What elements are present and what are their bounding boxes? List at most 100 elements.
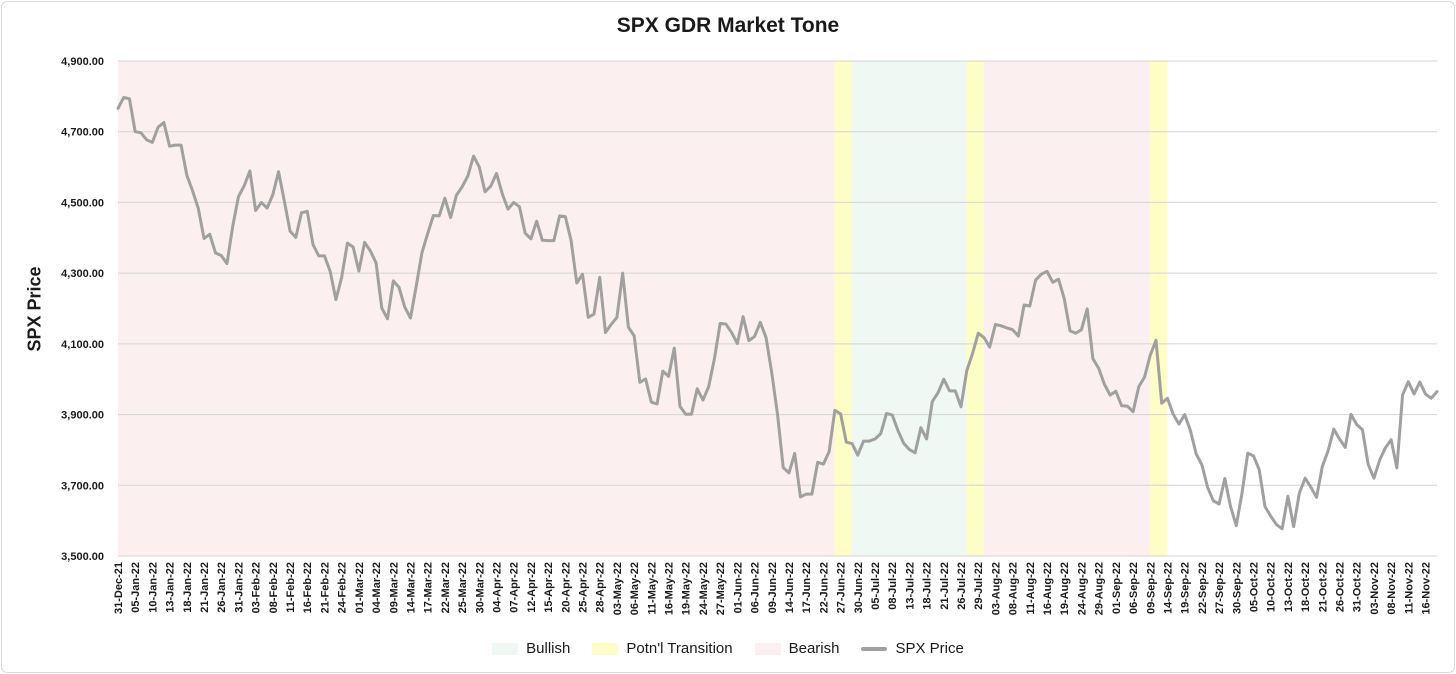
y-tick-label: 3,900.00 xyxy=(61,410,104,422)
x-tick-label: 22-Mar-22 xyxy=(440,562,452,613)
x-tick-label: 27-Jun-22 xyxy=(836,562,848,613)
x-tick-label: 31-Dec-21 xyxy=(113,562,125,614)
y-tick-label: 4,500.00 xyxy=(61,197,104,209)
regime-backgrounds xyxy=(118,61,1168,556)
x-tick-label: 05-Jan-22 xyxy=(130,562,142,613)
x-tick-label: 16-Aug-22 xyxy=(1042,562,1054,615)
legend-label-bearish: Bearish xyxy=(788,640,840,657)
legend-label-bullish: Bullish xyxy=(526,640,571,657)
x-tick-label: 03-Feb-22 xyxy=(251,562,263,613)
y-tick-label: 4,300.00 xyxy=(61,268,104,280)
x-tick-label: 01-Sep-22 xyxy=(1111,562,1123,614)
x-tick-label: 08-Aug-22 xyxy=(1008,562,1020,615)
x-tick-labels: 31-Dec-21 05-Jan-22 10-Jan-22 13-Jan-22 18-J… xyxy=(113,562,1433,615)
regime-band-potn-l-transition-3 xyxy=(966,61,984,556)
x-tick-label: 09-Mar-22 xyxy=(388,562,400,613)
x-tick-label: 16-May-22 xyxy=(664,562,676,615)
x-tick-label: 11-Nov-22 xyxy=(1403,562,1415,614)
x-tick-label: 06-Sep-22 xyxy=(1128,562,1140,614)
x-tick-label: 22-Jun-22 xyxy=(818,562,830,613)
x-tick-label: 11-Feb-22 xyxy=(285,562,297,613)
series-line-spx-price xyxy=(116,95,1439,531)
x-tick-label: 18-Jul-22 xyxy=(922,562,934,610)
x-tick-label: 14-Jun-22 xyxy=(784,562,796,613)
x-tick-label: 26-Jan-22 xyxy=(216,562,228,613)
x-tick-label: 13-Jul-22 xyxy=(904,562,916,610)
x-tick-label: 14-Sep-22 xyxy=(1162,562,1174,614)
x-tick-label: 08-Nov-22 xyxy=(1386,562,1398,615)
y-tick-label: 4,100.00 xyxy=(61,339,104,351)
x-tick-label: 22-Sep-22 xyxy=(1197,562,1209,614)
legend: Bullish Potn'l Transition Bearish SPX Pr… xyxy=(0,640,1456,657)
x-tick-label: 01-Mar-22 xyxy=(354,562,366,613)
chart-title: SPX GDR Market Tone xyxy=(616,14,840,37)
series-group xyxy=(116,95,1439,531)
x-tick-label: 06-May-22 xyxy=(629,562,641,615)
x-tick-label: 16-Nov-22 xyxy=(1421,562,1433,615)
x-tick-label: 01-Jun-22 xyxy=(732,562,744,613)
x-tick-label: 26-Jul-22 xyxy=(956,562,968,610)
legend-label-transition: Potn'l Transition xyxy=(626,640,733,657)
y-tick-label: 4,900.00 xyxy=(61,56,104,68)
x-tick-label: 10-Oct-22 xyxy=(1266,562,1278,612)
x-tick-label: 16-Feb-22 xyxy=(302,562,314,613)
x-tick-label: 26-Oct-22 xyxy=(1335,562,1347,612)
legend-swatch-bearish xyxy=(754,642,781,655)
x-tick-label: 30-Jun-22 xyxy=(853,562,865,613)
x-tick-label: 20-Apr-22 xyxy=(560,562,572,613)
x-tick-label: 11-May-22 xyxy=(646,562,658,615)
x-tick-label: 21-Jul-22 xyxy=(939,562,951,610)
x-tick-label: 31-Oct-22 xyxy=(1352,562,1364,612)
x-tick-label: 18-Jan-22 xyxy=(182,562,194,613)
legend-item-bearish: Bearish xyxy=(754,640,840,657)
x-tick-label: 04-Mar-22 xyxy=(371,562,383,613)
x-tick-label: 21-Oct-22 xyxy=(1317,562,1329,612)
x-tick-label: 13-Oct-22 xyxy=(1283,562,1295,612)
legend-swatch-transition xyxy=(592,642,619,655)
x-tick-label: 17-Mar-22 xyxy=(423,562,435,613)
x-tick-label: 24-Feb-22 xyxy=(337,562,349,613)
x-tick-label: 31-Jan-22 xyxy=(233,562,245,613)
y-tick-label: 3,700.00 xyxy=(61,480,104,492)
x-tick-label: 24-May-22 xyxy=(698,562,710,615)
x-tick-label: 18-Oct-22 xyxy=(1300,562,1312,612)
x-tick-label: 28-Apr-22 xyxy=(595,562,607,613)
x-tick-label: 04-Apr-22 xyxy=(491,562,503,613)
x-tick-label: 29-Aug-22 xyxy=(1094,562,1106,615)
x-tick-label: 21-Jan-22 xyxy=(199,562,211,613)
x-tick-label: 05-Oct-22 xyxy=(1248,562,1260,612)
x-tick-label: 10-Jan-22 xyxy=(147,562,159,613)
x-tick-label: 19-May-22 xyxy=(681,562,693,615)
y-tick-label: 4,700.00 xyxy=(61,127,104,139)
x-tick-label: 14-Mar-22 xyxy=(405,562,417,613)
y-tick-labels: 3,500.00 3,700.00 3,900.00 4,100.00 4,300.00… xyxy=(61,56,104,563)
x-tick-label: 09-Sep-22 xyxy=(1145,562,1157,614)
legend-label-spx-price: SPX Price xyxy=(895,640,964,657)
x-tick-label: 11-Aug-22 xyxy=(1025,562,1037,615)
legend-item-spx-price: SPX Price xyxy=(861,640,964,657)
x-tick-label: 17-Jun-22 xyxy=(801,562,813,613)
x-tick-label: 15-Apr-22 xyxy=(543,562,555,613)
x-tick-label: 30-Sep-22 xyxy=(1231,562,1243,614)
x-tick-label: 21-Feb-22 xyxy=(319,562,331,613)
legend-swatch-bullish xyxy=(492,642,519,655)
x-tick-label: 03-May-22 xyxy=(612,562,624,615)
y-tick-label: 3,500.00 xyxy=(61,551,104,563)
x-tick-label: 08-Jul-22 xyxy=(887,562,899,610)
x-tick-label: 25-Mar-22 xyxy=(457,562,469,613)
x-tick-label: 03-Nov-22 xyxy=(1369,562,1381,615)
x-tick-label: 06-Jun-22 xyxy=(750,562,762,613)
x-tick-label: 27-Sep-22 xyxy=(1214,562,1226,614)
x-tick-label: 29-Jul-22 xyxy=(973,562,985,610)
x-tick-label: 30-Mar-22 xyxy=(474,562,486,613)
legend-item-transition: Potn'l Transition xyxy=(592,640,733,657)
x-tick-label: 05-Jul-22 xyxy=(870,562,882,610)
regime-band-bullish-2 xyxy=(852,61,967,556)
regime-band-potn-l-transition-1 xyxy=(834,61,853,556)
x-tick-label: 19-Aug-22 xyxy=(1059,562,1071,615)
legend-item-bullish: Bullish xyxy=(492,640,570,657)
gridlines xyxy=(118,60,1437,557)
x-tick-label: 08-Feb-22 xyxy=(268,562,280,613)
x-tick-label: 24-Aug-22 xyxy=(1076,562,1088,615)
